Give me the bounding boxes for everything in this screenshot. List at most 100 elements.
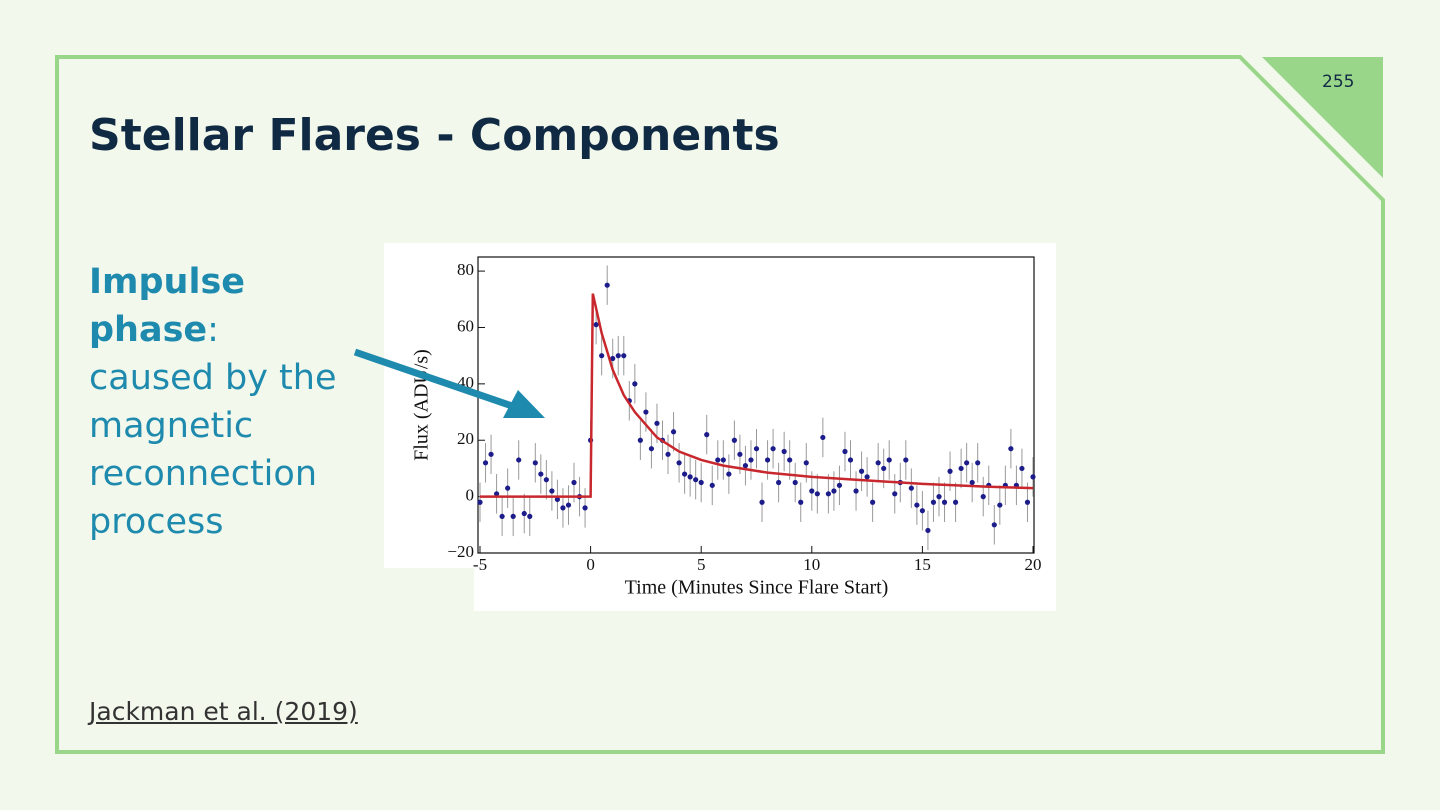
- data-point: [941, 499, 948, 505]
- x-tick-label: -5: [473, 555, 487, 574]
- data-point: [560, 505, 566, 511]
- data-point: [776, 479, 782, 486]
- term: Impulse phase: [89, 262, 246, 350]
- data-point: [814, 491, 820, 497]
- data-point: [693, 477, 699, 483]
- data-point: [903, 457, 909, 463]
- x-tick-label: 0: [586, 555, 595, 574]
- y-tick-label: 20: [457, 429, 474, 448]
- x-tick-label: 10: [803, 555, 820, 574]
- data-point: [870, 499, 876, 505]
- data-point: [532, 460, 538, 466]
- data-point: [670, 429, 677, 435]
- data-point: [549, 488, 555, 494]
- data-point: [809, 488, 815, 494]
- data-point: [770, 446, 776, 452]
- data-point: [964, 460, 970, 466]
- data-point: [1008, 446, 1014, 452]
- data-point: [831, 488, 837, 494]
- arrow-head: [503, 390, 545, 418]
- citation[interactable]: Jackman et al. (2019): [89, 697, 358, 726]
- data-point: [853, 488, 859, 494]
- data-point: [914, 502, 920, 508]
- data-point: [565, 502, 572, 508]
- data-point: [554, 496, 561, 503]
- data-point: [477, 499, 483, 505]
- data-point: [858, 468, 865, 474]
- data-point: [704, 432, 710, 438]
- data-point: [610, 355, 616, 362]
- data-point: [604, 282, 610, 288]
- data-point: [726, 471, 732, 477]
- y-tick-label: 80: [457, 260, 474, 279]
- data-point: [881, 465, 887, 472]
- data-point: [991, 522, 997, 528]
- data-point: [505, 485, 511, 491]
- data-point: [836, 482, 843, 488]
- slide-border: [55, 55, 1385, 754]
- data-point: [798, 499, 804, 505]
- data-point: [997, 502, 1003, 508]
- data-point: [842, 448, 848, 455]
- figure-bg: [474, 243, 1056, 611]
- data-point: [759, 499, 765, 505]
- arrow: [353, 348, 517, 411]
- data-point: [952, 499, 959, 505]
- y-tick-label: 0: [466, 486, 475, 505]
- data-point: [510, 513, 516, 519]
- data-point: [543, 477, 549, 483]
- data-point: [621, 353, 627, 359]
- description: : caused by the magnetic reconnection pr…: [89, 310, 337, 542]
- data-point: [847, 457, 854, 463]
- data-point: [709, 482, 715, 488]
- data-point: [637, 437, 643, 443]
- data-point: [488, 451, 494, 457]
- data-point: [593, 322, 599, 328]
- data-point: [892, 491, 898, 497]
- slide-title: Stellar Flares - Components: [89, 110, 780, 161]
- data-point: [930, 499, 937, 505]
- data-point: [886, 457, 892, 463]
- data-point: [1019, 465, 1025, 472]
- data-point: [875, 460, 881, 466]
- y-tick-label: 60: [457, 316, 474, 335]
- data-point: [742, 463, 749, 469]
- data-point: [803, 460, 809, 466]
- data-point: [936, 494, 942, 500]
- data-point: [582, 505, 588, 511]
- data-point: [687, 474, 693, 480]
- data-point: [919, 508, 926, 514]
- data-point: [731, 437, 737, 443]
- data-point: [1024, 499, 1031, 505]
- data-point: [715, 457, 721, 463]
- data-point: [980, 494, 986, 500]
- data-point: [781, 448, 787, 455]
- data-point: [753, 446, 760, 452]
- data-point: [665, 451, 671, 457]
- data-point: [975, 460, 981, 466]
- data-point: [958, 465, 964, 472]
- data-point: [521, 510, 527, 517]
- data-point: [648, 446, 655, 452]
- data-point: [969, 479, 975, 486]
- data-point: [720, 457, 726, 463]
- data-point: [947, 468, 953, 474]
- data-point: [925, 527, 931, 534]
- data-point: [908, 485, 914, 491]
- data-point: [864, 474, 870, 480]
- data-point: [676, 460, 682, 466]
- data-point: [825, 491, 831, 497]
- plot-frame: [477, 256, 1035, 554]
- data-point: [482, 460, 489, 466]
- x-tick-label: 20: [1025, 555, 1042, 574]
- data-point: [737, 451, 743, 457]
- data-point: [820, 434, 826, 441]
- data-point: [643, 409, 649, 415]
- data-point: [599, 353, 605, 359]
- data-point: [682, 471, 688, 477]
- data-point: [748, 457, 754, 463]
- data-point: [499, 513, 505, 519]
